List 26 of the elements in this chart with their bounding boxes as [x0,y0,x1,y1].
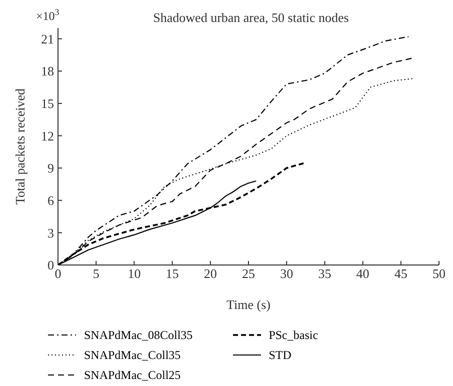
x-tick-label: 35 [318,266,332,282]
text: ×10$^{3}$ [36,7,60,23]
x-tick-label: 30 [280,266,294,282]
legend-label: SNAPdMac_Coll35 [84,348,181,362]
y-tick-label: 21 [41,31,54,46]
chart-title: Shadowed urban area, 50 static nodes [153,10,349,25]
y-tick-label: 6 [48,192,54,208]
x-tick-label: 40 [356,266,370,282]
x-axis-title: Time (s) [226,297,270,312]
x-tick-label: 15 [166,266,179,282]
y-tick-label: 9 [48,160,54,176]
y-tick-label: 3 [48,225,54,240]
y-tick-label: 15 [41,96,54,112]
y-tick-label: 18 [41,64,54,79]
x-tick-label: 45 [394,266,408,282]
y-axis-title: Total packets received [12,88,28,205]
y-tick-label: 12 [41,128,54,144]
x-tick-label: 10 [128,266,141,282]
x-tick-label: 20 [204,266,217,282]
legend-label: STD [268,348,292,362]
x-tick-label: 5 [92,266,100,282]
legend-label: PSc_basic [268,328,318,342]
x-tick-label: 50 [432,266,446,282]
legend-label: SNAPdMac_Coll25 [84,368,181,382]
x-tick-label: 25 [242,266,255,282]
legend-label: SNAPdMac_08Coll35 [84,328,193,342]
